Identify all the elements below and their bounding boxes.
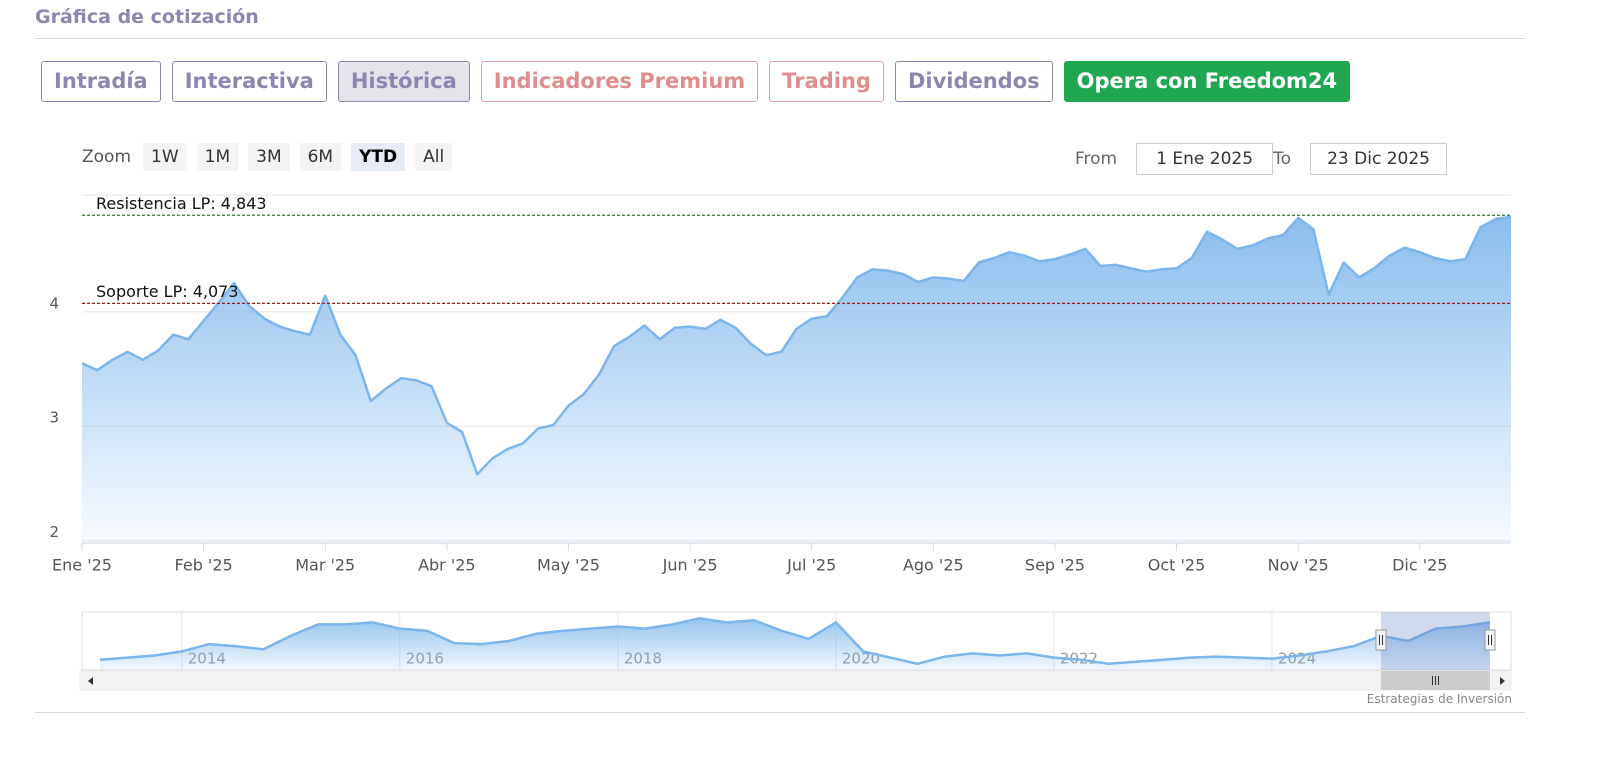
x-tick-label: Jul '25 [786,556,836,575]
y-tick-label: 3 [49,409,59,427]
section-title: Gráfica de cotización [35,6,259,28]
x-tick-label: Ene '25 [52,556,112,575]
credit: Estrategias de Inversión [1366,692,1512,706]
zoom-button[interactable]: 6M [299,143,342,171]
navigator-handle [1375,629,1387,651]
from-label: From [1075,149,1118,169]
plot-line-label: Soporte LP: 4,073 [96,282,239,301]
tab[interactable]: Histórica [337,61,470,102]
tab[interactable]: Interactiva [171,61,327,102]
tab[interactable]: Indicadores Premium [480,61,759,102]
zoom-button[interactable]: 3M [248,143,290,171]
zoom-label: Zoom [82,147,132,167]
tab[interactable]: Opera con Freedom24 [1063,61,1351,102]
scrollbar-track [79,670,1512,691]
scroll-arrow-right [1500,677,1505,685]
zoom-button[interactable]: YTD [351,143,406,171]
to-label: To [1273,149,1292,169]
area-fill [82,216,1511,543]
x-tick-label: Dic '25 [1392,556,1447,575]
x-tick-label: Mar '25 [295,556,355,575]
navigator-handle [1484,629,1496,651]
x-tick-label: Nov '25 [1268,556,1329,575]
range-selector: From 1 Ene 2025 To 23 Dic 2025 [1075,143,1463,175]
zoom-button[interactable]: 1M [196,143,239,171]
tab[interactable]: Intradía [41,61,161,102]
y-tick-label: 2 [49,523,59,541]
tabs: Intradía Interactiva Histórica Indicadores … [41,61,1351,102]
divider [35,38,1525,39]
divider [35,712,1525,713]
x-tick-label: Abr '25 [418,556,476,575]
scroll-arrow-left [88,677,93,685]
zoom-button[interactable]: All [415,143,453,171]
tab[interactable]: Dividendos [894,61,1053,102]
x-tick-label: Jun '25 [662,556,718,575]
to-input[interactable]: 23 Dic 2025 [1310,143,1448,175]
from-input[interactable]: 1 Ene 2025 [1136,143,1274,175]
plot-line-label: Resistencia LP: 4,843 [96,194,267,213]
area-line [81,215,1512,476]
area-line [99,617,1491,666]
x-tick-label: May '25 [537,556,600,575]
y-tick-label: 4 [49,294,59,312]
x-tick-label: Ago '25 [903,556,964,575]
zoom-button[interactable]: 1W [143,143,187,171]
navigator-mask [1380,612,1490,670]
x-tick-label: Oct '25 [1148,556,1206,575]
x-tick-label: Sep '25 [1025,556,1085,575]
tab[interactable]: Trading [769,61,884,102]
x-tick-label: Feb '25 [175,556,233,575]
area-fill [100,618,1490,670]
zoom-bar: Zoom 1W 1M 3M 6M YTD All [82,143,453,171]
